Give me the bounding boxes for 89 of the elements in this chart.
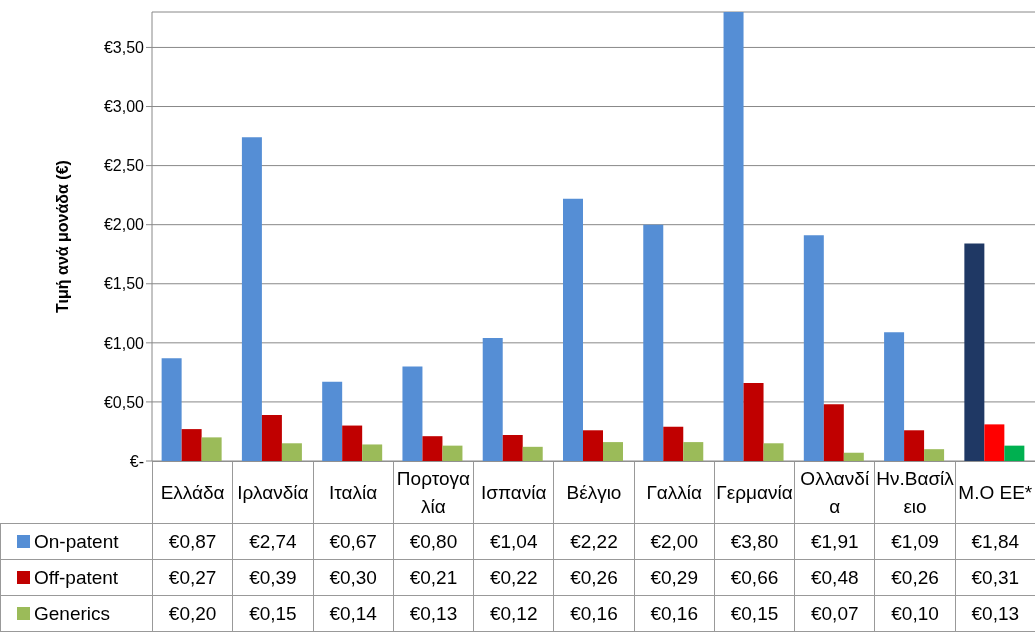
- bar: [743, 383, 764, 461]
- data-label: €0,26: [874, 559, 956, 596]
- y-tick-label: €0,50: [103, 393, 145, 411]
- data-label: €0,16: [553, 595, 635, 632]
- data-label: €0,21: [393, 559, 474, 596]
- bar: [964, 243, 985, 461]
- bar: [281, 443, 302, 461]
- bar: [181, 429, 202, 461]
- x-tick-label: Βέλγιο: [553, 461, 635, 524]
- bar: [583, 430, 603, 461]
- bar: [683, 442, 704, 461]
- legend-label: On-patent: [0, 523, 153, 560]
- bar: [803, 235, 824, 461]
- bar: [643, 224, 664, 461]
- bar: [362, 444, 383, 461]
- data-label: €0,13: [393, 595, 474, 632]
- bar: [924, 449, 945, 461]
- data-label: €0,10: [874, 595, 956, 632]
- bar: [422, 436, 443, 461]
- data-label: €1,84: [955, 523, 1035, 560]
- data-label: €0,20: [152, 595, 233, 632]
- bar: [342, 425, 363, 461]
- data-label: €3,80: [714, 523, 795, 560]
- data-label: €0,07: [794, 595, 875, 632]
- bar: [161, 358, 182, 461]
- y-tick-label: €3,00: [103, 98, 145, 116]
- y-tick-label: €2,00: [103, 216, 145, 234]
- bar: [1004, 445, 1025, 461]
- bar: [563, 198, 583, 461]
- data-label: €0,30: [313, 559, 394, 596]
- bar: [663, 426, 684, 461]
- data-label: €0,31: [955, 559, 1035, 596]
- data-label: €2,22: [553, 523, 635, 560]
- bar: [261, 414, 282, 461]
- x-tick-label: Ελλάδα: [152, 461, 233, 524]
- x-tick-label: Γαλλία: [634, 461, 715, 524]
- x-tick-label: Πορτογαλία: [393, 461, 474, 524]
- data-label: €0,67: [313, 523, 394, 560]
- data-label: €0,12: [473, 595, 554, 632]
- y-axis-title: Τιμή ανά μονάδα (€): [53, 160, 71, 313]
- data-label: €2,00: [634, 523, 715, 560]
- x-tick-label: Γερμανία: [714, 461, 795, 524]
- bar: [201, 437, 222, 461]
- bar: [904, 430, 925, 461]
- data-label: €1,09: [874, 523, 956, 560]
- bar: [241, 137, 262, 461]
- y-tick-label: €1,50: [103, 275, 145, 293]
- data-label: €0,66: [714, 559, 795, 596]
- y-tick-label: €1,00: [103, 334, 145, 352]
- data-label: €0,15: [714, 595, 795, 632]
- bar: [884, 332, 905, 461]
- y-tick-label: €3,50: [103, 39, 145, 57]
- data-label: €0,16: [634, 595, 715, 632]
- bar: [603, 442, 623, 461]
- data-label: €0,15: [232, 595, 314, 632]
- y-tick-label: €2,50: [103, 157, 145, 175]
- x-tick-label: Μ.Ο ΕΕ*: [955, 461, 1035, 524]
- data-label: €0,26: [553, 559, 635, 596]
- data-label: €2,74: [232, 523, 314, 560]
- data-label: €0,27: [152, 559, 233, 596]
- bar: [522, 446, 543, 461]
- bar: [502, 435, 523, 461]
- bar: [843, 452, 864, 461]
- bar: [402, 366, 423, 461]
- legend-label: Generics: [0, 595, 153, 632]
- x-tick-label: Ην.Βασίλειο: [874, 461, 956, 524]
- x-tick-label: Ισπανία: [473, 461, 554, 524]
- bar: [442, 445, 463, 461]
- data-label: €0,80: [393, 523, 474, 560]
- data-label: €0,13: [955, 595, 1035, 632]
- legend-label: Off-patent: [0, 559, 153, 596]
- bar: [984, 424, 1005, 461]
- x-tick-label: Ολλανδία: [794, 461, 875, 524]
- data-label: €1,04: [473, 523, 554, 560]
- data-label: €0,39: [232, 559, 314, 596]
- data-label: €0,48: [794, 559, 875, 596]
- bar: [322, 381, 343, 461]
- bar: [723, 12, 744, 461]
- data-label: €0,14: [313, 595, 394, 632]
- data-label: €0,29: [634, 559, 715, 596]
- data-label: €0,87: [152, 523, 233, 560]
- bar: [763, 443, 784, 461]
- data-label: €0,22: [473, 559, 554, 596]
- data-label: €1,91: [794, 523, 875, 560]
- x-tick-label: Ιταλία: [313, 461, 394, 524]
- y-tick-label: €-: [129, 452, 144, 470]
- bar: [823, 404, 844, 461]
- bar: [482, 338, 503, 461]
- x-tick-label: Ιρλανδία: [232, 461, 314, 524]
